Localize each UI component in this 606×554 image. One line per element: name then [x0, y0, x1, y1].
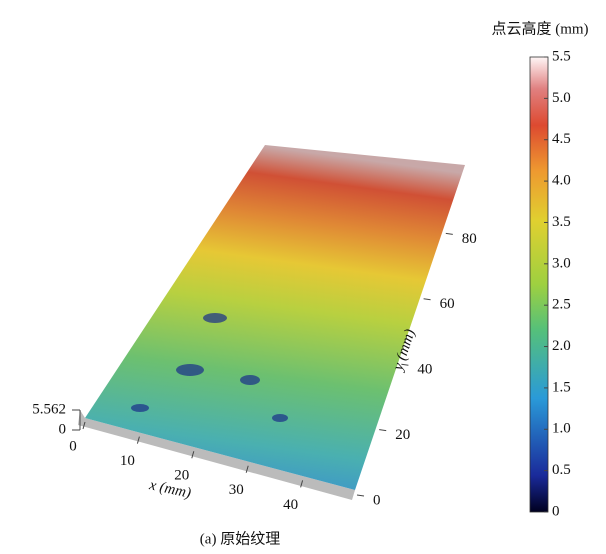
- y-tick: [424, 299, 431, 300]
- colorbar-tick-label: 1.5: [552, 379, 571, 395]
- y-tick-label: 40: [417, 362, 432, 378]
- colorbar-tick-label: 0: [552, 503, 560, 519]
- colorbar-tick-label: 4.5: [552, 131, 571, 147]
- colorbar-tick-label: 2.5: [552, 297, 571, 313]
- colorbar-label: 点云高度 (mm): [491, 20, 588, 37]
- colorbar-tick-label: 4.0: [552, 173, 571, 189]
- colorbar-tick-label: 3.0: [552, 255, 571, 271]
- y-tick: [379, 430, 386, 431]
- y-tick: [446, 233, 453, 234]
- y-tick-label: 80: [462, 231, 477, 247]
- chart: 点云高度 (mm) (a) 原始纹理 x (mm) y (mm) 0102030…: [0, 0, 606, 554]
- x-tick-label: 0: [69, 438, 77, 454]
- y-tick: [357, 495, 364, 496]
- x-tick-label: 30: [229, 482, 244, 498]
- colorbar-tick-label: 0.5: [552, 462, 571, 478]
- x-tick-label: 20: [174, 468, 189, 484]
- y-tick-label: 60: [440, 296, 455, 312]
- caption: (a) 原始纹理: [200, 530, 280, 547]
- y-tick-label: 20: [395, 427, 410, 443]
- colorbar: [530, 57, 548, 512]
- x-tick-label: 40: [283, 497, 298, 513]
- colorbar-tick-label: 5.0: [552, 90, 571, 106]
- colorbar-tick-label: 5.5: [552, 48, 571, 64]
- colorbar-tick-label: 2.0: [552, 338, 571, 354]
- z-tick-label: 5.562: [32, 401, 66, 417]
- z-tick-label: 0: [59, 421, 67, 437]
- y-tick-label: 0: [373, 492, 381, 508]
- x-tick-label: 10: [120, 453, 135, 469]
- colorbar-tick-label: 1.0: [552, 421, 571, 437]
- colorbar-tick-label: 3.5: [552, 214, 571, 230]
